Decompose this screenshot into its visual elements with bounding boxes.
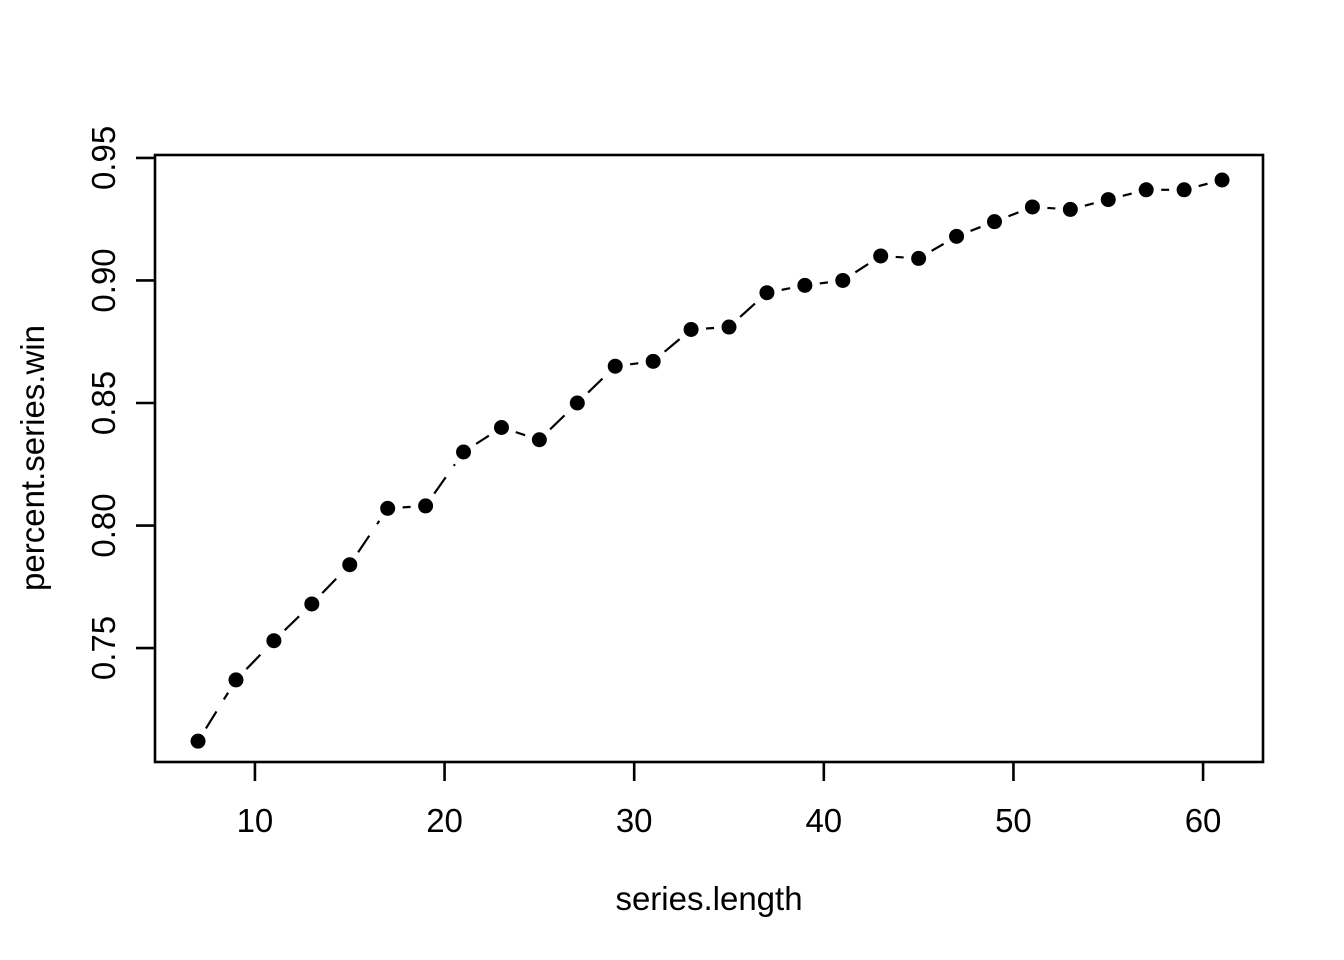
data-point bbox=[721, 319, 737, 335]
line-segment bbox=[663, 338, 681, 353]
data-point bbox=[228, 672, 244, 688]
x-tick-label: 60 bbox=[1185, 802, 1222, 839]
line-segment bbox=[515, 431, 526, 437]
data-point bbox=[1100, 192, 1116, 208]
x-axis-title: series.length bbox=[615, 880, 802, 917]
y-tick-label: 0.75 bbox=[85, 616, 122, 680]
line-segment bbox=[1084, 202, 1095, 207]
x-tick-label: 30 bbox=[616, 802, 653, 839]
data-point bbox=[683, 321, 699, 337]
y-tick-label: 0.90 bbox=[85, 248, 122, 312]
data-point bbox=[569, 395, 585, 411]
data-point bbox=[911, 250, 927, 266]
line-segment bbox=[549, 412, 568, 431]
y-tick-label: 0.95 bbox=[85, 126, 122, 190]
line-segment bbox=[1122, 192, 1132, 197]
data-point bbox=[493, 420, 509, 436]
line-segment bbox=[739, 301, 757, 318]
line-segment bbox=[781, 287, 791, 291]
line-segment bbox=[854, 263, 869, 274]
x-tick-label: 40 bbox=[805, 802, 842, 839]
line-segment bbox=[970, 226, 981, 232]
line-segment bbox=[819, 281, 829, 285]
plot-border bbox=[153, 153, 1265, 764]
line-segment bbox=[205, 692, 230, 729]
line-segment bbox=[402, 505, 411, 509]
line-segment bbox=[475, 434, 490, 445]
line-segment bbox=[433, 463, 456, 495]
x-tick-label: 10 bbox=[237, 802, 274, 839]
line-segment bbox=[1008, 211, 1019, 218]
line-segment bbox=[245, 650, 265, 670]
y-axis-title: percent.series.win bbox=[14, 325, 51, 591]
y-axis-ticks: 0.75 0.80 0.85 0.90 0.95 bbox=[85, 126, 155, 680]
series-dashed-line bbox=[205, 182, 1208, 729]
data-point bbox=[1138, 182, 1154, 198]
data-point bbox=[759, 285, 775, 301]
data-point bbox=[1062, 201, 1078, 217]
data-point bbox=[835, 272, 851, 288]
data-point bbox=[607, 358, 623, 374]
data-point bbox=[456, 444, 472, 460]
line-segment bbox=[895, 255, 904, 259]
y-tick-label: 0.85 bbox=[85, 371, 122, 435]
line-segment bbox=[705, 326, 715, 330]
line-segment bbox=[931, 242, 945, 252]
data-point bbox=[986, 214, 1002, 230]
line-segment bbox=[357, 520, 381, 553]
line-segment bbox=[283, 613, 302, 632]
series-points bbox=[190, 172, 1230, 749]
line-segment bbox=[629, 362, 639, 366]
data-point bbox=[342, 557, 358, 573]
data-point bbox=[949, 228, 965, 244]
data-point bbox=[266, 633, 282, 649]
data-point bbox=[1176, 182, 1192, 198]
data-point bbox=[190, 733, 206, 749]
line-segment bbox=[587, 375, 606, 394]
data-point bbox=[531, 432, 547, 448]
data-point bbox=[304, 596, 320, 612]
x-axis-ticks: 10 20 30 40 50 60 bbox=[237, 762, 1222, 839]
data-point bbox=[873, 248, 889, 264]
data-point bbox=[380, 500, 396, 516]
x-tick-label: 20 bbox=[426, 802, 463, 839]
data-point bbox=[645, 353, 661, 369]
data-point bbox=[1024, 199, 1040, 215]
x-tick-label: 50 bbox=[995, 802, 1032, 839]
line-segment bbox=[1198, 182, 1208, 188]
data-point bbox=[1214, 172, 1230, 188]
data-point bbox=[418, 498, 434, 514]
line-segment bbox=[321, 574, 341, 594]
line-segment bbox=[1047, 206, 1056, 210]
y-tick-label: 0.80 bbox=[85, 493, 122, 557]
data-point bbox=[797, 277, 813, 293]
